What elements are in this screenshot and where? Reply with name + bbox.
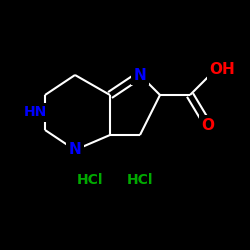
Text: N: N	[134, 68, 146, 82]
Text: O: O	[201, 118, 214, 132]
Text: N: N	[68, 142, 82, 158]
Text: HN: HN	[24, 106, 46, 120]
Text: OH: OH	[210, 62, 236, 78]
Text: HCl: HCl	[127, 173, 153, 187]
Text: N: N	[134, 68, 146, 82]
Text: HCl: HCl	[77, 173, 103, 187]
Text: OH: OH	[210, 62, 236, 78]
Text: HCl: HCl	[127, 173, 153, 187]
Text: HCl: HCl	[77, 173, 103, 187]
Text: N: N	[68, 142, 82, 158]
Text: O: O	[201, 118, 214, 132]
Text: HN: HN	[24, 106, 46, 120]
